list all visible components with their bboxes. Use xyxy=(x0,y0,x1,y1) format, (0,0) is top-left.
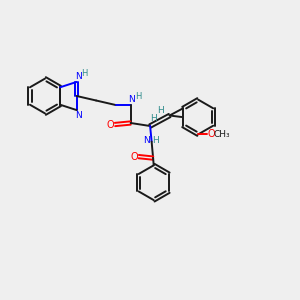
Text: N: N xyxy=(75,72,82,81)
Text: H: H xyxy=(82,69,88,78)
Text: N: N xyxy=(143,136,150,145)
Text: O: O xyxy=(207,129,215,140)
Text: N: N xyxy=(128,94,135,103)
Text: N: N xyxy=(75,111,82,120)
Text: O: O xyxy=(130,152,138,162)
Text: H: H xyxy=(152,136,159,145)
Text: H: H xyxy=(135,92,141,101)
Text: CH₃: CH₃ xyxy=(214,130,230,139)
Text: H: H xyxy=(157,106,164,115)
Text: O: O xyxy=(107,119,114,130)
Text: H: H xyxy=(150,114,157,123)
